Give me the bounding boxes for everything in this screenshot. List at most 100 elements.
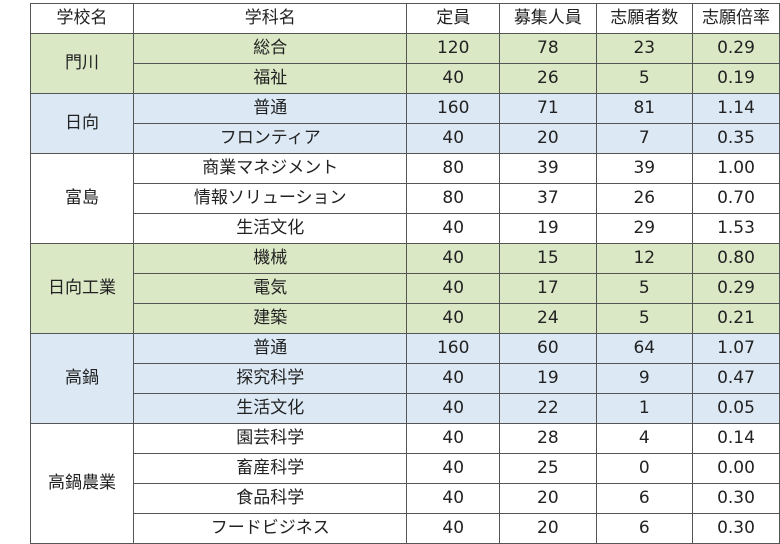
recruit-cell: 60 (499, 333, 597, 364)
ratio-cell: 1.00 (692, 153, 780, 184)
recruit-cell: 17 (499, 273, 597, 304)
table-row: 生活文化 40 22 1 0.05 (30, 393, 780, 424)
table-row: 福祉 40 26 5 0.19 (30, 63, 780, 94)
table-row: 日向工業 機械 40 15 12 0.80 (29, 243, 780, 334)
capacity-cell: 80 (406, 183, 501, 214)
recruit-cell: 19 (499, 213, 597, 244)
ratio-cell: 0.00 (692, 453, 780, 484)
header-recruit: 募集人員 (499, 3, 597, 34)
applicants-cell: 64 (595, 333, 694, 364)
applicants-cell: 5 (595, 273, 694, 304)
ratio-cell: 1.14 (692, 93, 780, 124)
table-row: 生活文化 40 19 29 1.53 (30, 213, 780, 244)
department-cell: 食品科学 (133, 483, 408, 514)
ratio-cell: 0.30 (692, 513, 780, 544)
applicants-cell: 26 (595, 183, 694, 214)
recruit-cell: 20 (499, 483, 597, 514)
table-row: 門川 総合 120 78 23 0.29 (29, 33, 780, 94)
recruit-cell: 71 (499, 93, 597, 124)
table-row: 高鍋農業 園芸科学 40 28 4 0.14 (29, 423, 780, 544)
department-cell: 普通 (133, 93, 408, 124)
capacity-cell: 40 (406, 213, 501, 244)
recruit-cell: 20 (499, 123, 597, 154)
school-name-cell: 門川 (29, 33, 135, 94)
ratio-cell: 0.19 (692, 63, 780, 94)
ratio-cell: 0.80 (692, 243, 780, 274)
department-cell: 畜産科学 (133, 453, 408, 484)
recruit-cell: 26 (499, 63, 597, 94)
capacity-cell: 40 (406, 513, 501, 544)
ratio-cell: 0.29 (692, 273, 780, 304)
table-row: 日向 普通 160 71 81 1.14 (29, 93, 780, 154)
department-cell: 総合 (133, 33, 408, 64)
capacity-cell: 160 (406, 93, 501, 124)
capacity-cell: 160 (406, 333, 501, 364)
applicants-cell: 1 (595, 393, 694, 424)
capacity-cell: 120 (406, 33, 501, 64)
capacity-cell: 40 (406, 423, 501, 454)
applicants-cell: 81 (595, 93, 694, 124)
ratio-cell: 0.14 (692, 423, 780, 454)
recruit-cell: 37 (499, 183, 597, 214)
recruit-cell: 15 (499, 243, 597, 274)
capacity-cell: 40 (406, 483, 501, 514)
department-cell: 生活文化 (133, 213, 408, 244)
department-cell: 情報ソリューション (133, 183, 408, 214)
department-cell: フロンティア (133, 123, 408, 154)
recruit-cell: 22 (499, 393, 597, 424)
table-row: 富島 商業マネジメント 80 39 39 1.00 (29, 153, 780, 244)
capacity-cell: 40 (406, 63, 501, 94)
department-cell: 普通 (133, 333, 408, 364)
applicants-cell: 4 (595, 423, 694, 454)
capacity-cell: 40 (406, 243, 501, 274)
department-cell: 建築 (133, 303, 408, 334)
applicants-cell: 5 (595, 303, 694, 334)
applicants-cell: 6 (595, 483, 694, 514)
ratio-cell: 1.07 (692, 333, 780, 364)
applicants-cell: 12 (595, 243, 694, 274)
applicants-cell: 0 (595, 453, 694, 484)
capacity-cell: 40 (406, 303, 501, 334)
department-cell: 園芸科学 (133, 423, 408, 454)
department-cell: 生活文化 (133, 393, 408, 424)
table-row: 探究科学 40 19 9 0.47 (30, 363, 780, 394)
recruit-cell: 19 (499, 363, 597, 394)
applicants-cell: 6 (595, 513, 694, 544)
applicants-cell: 5 (595, 63, 694, 94)
applicant-table: 学校名 学科名 定員 募集人員 志願者数 志願倍率 門川 総合 120 78 23 0.2… (29, 3, 780, 544)
table-header: 学校名 学科名 定員 募集人員 志願者数 志願倍率 (29, 3, 780, 34)
header-department: 学科名 (133, 3, 408, 34)
ratio-cell: 0.30 (692, 483, 780, 514)
table-row: フードビジネス 40 20 6 0.30 (30, 513, 780, 544)
ratio-cell: 0.05 (692, 393, 780, 424)
capacity-cell: 40 (406, 363, 501, 394)
applicants-cell: 29 (595, 213, 694, 244)
recruit-cell: 78 (499, 33, 597, 64)
table-row: 建築 40 24 5 0.21 (30, 303, 780, 334)
department-cell: 電気 (133, 273, 408, 304)
header-applicants: 志願者数 (595, 3, 694, 34)
ratio-cell: 0.35 (692, 123, 780, 154)
school-name-cell: 富島 (29, 153, 135, 244)
table-row: 食品科学 40 20 6 0.30 (30, 483, 780, 514)
capacity-cell: 80 (406, 153, 501, 184)
capacity-cell: 40 (406, 273, 501, 304)
recruit-cell: 24 (499, 303, 597, 334)
recruit-cell: 39 (499, 153, 597, 184)
applicants-cell: 9 (595, 363, 694, 394)
ratio-cell: 0.70 (692, 183, 780, 214)
ratio-cell: 0.47 (692, 363, 780, 394)
capacity-cell: 40 (406, 393, 501, 424)
applicants-cell: 39 (595, 153, 694, 184)
recruit-cell: 25 (499, 453, 597, 484)
table-row: 電気 40 17 5 0.29 (30, 273, 780, 304)
school-name-cell: 日向工業 (29, 243, 135, 334)
school-name-cell: 高鍋農業 (29, 423, 135, 544)
ratio-cell: 0.21 (692, 303, 780, 334)
table-row: 高鍋 普通 160 60 64 1.07 (29, 333, 780, 424)
department-cell: 福祉 (133, 63, 408, 94)
ratio-cell: 0.29 (692, 33, 780, 64)
header-ratio: 志願倍率 (692, 3, 780, 34)
department-cell: 商業マネジメント (133, 153, 408, 184)
recruit-cell: 28 (499, 423, 597, 454)
